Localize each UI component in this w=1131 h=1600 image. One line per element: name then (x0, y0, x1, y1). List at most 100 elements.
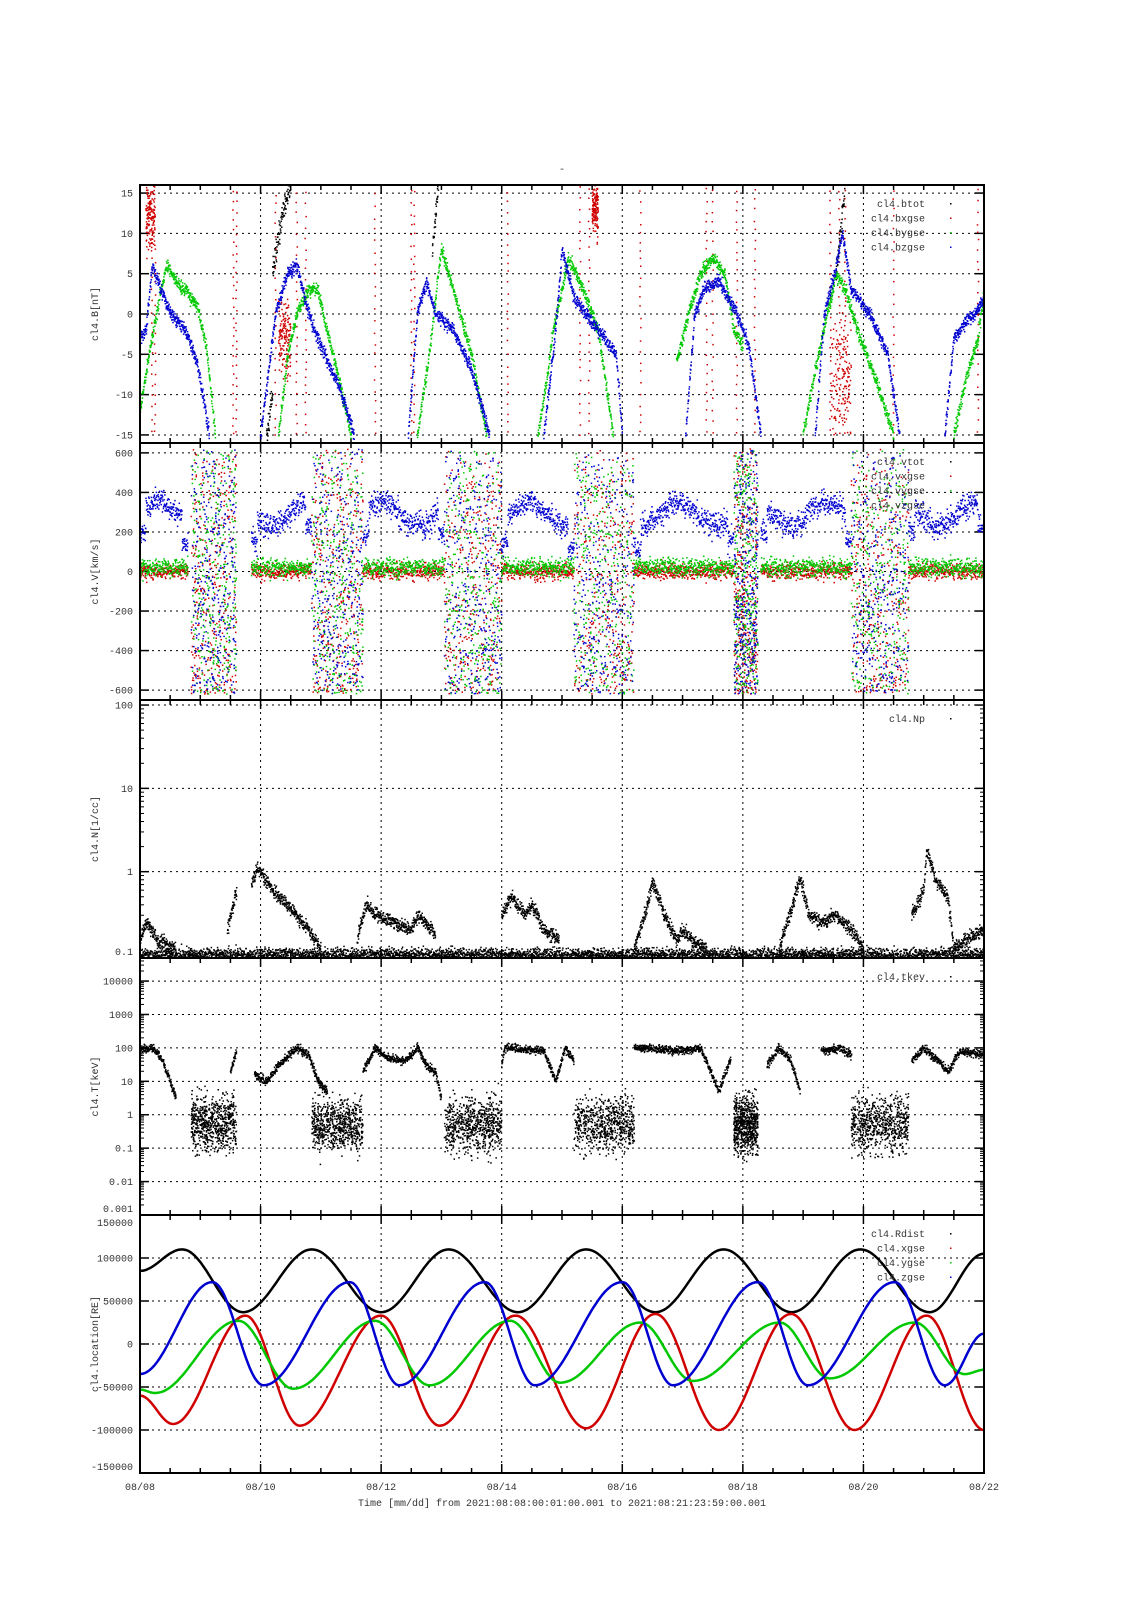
data-point-cl4-bzgse (322, 345, 325, 348)
data-point-cl4-bygse (608, 397, 610, 400)
data-point-cl4-bygse (607, 399, 609, 401)
data-point-cl4-bygse (441, 250, 443, 253)
data-point-cl4-bxgse (288, 323, 291, 326)
data-point-cl4-bygse (424, 374, 427, 377)
data-point-cl4-bxgse (597, 227, 599, 229)
data-point-cl4-bygse (463, 328, 466, 331)
data-point-cl4-bygse (299, 310, 302, 312)
data-point-cl4-bxgse (829, 212, 832, 214)
data-point-cl4-bzgse (150, 279, 153, 281)
data-point-cl4-bygse (829, 307, 832, 309)
data-point-cl4-bygse (551, 344, 553, 347)
data-point-cl4-bygse (165, 260, 168, 263)
data-point-cl4-bygse (314, 290, 317, 293)
data-point-cl4-bygse (195, 300, 197, 302)
data-point-cl4-bxgse (832, 328, 835, 331)
data-point-cl4-bzgse (142, 332, 145, 335)
data-point-cl4-bygse (581, 282, 584, 284)
data-point-cl4-bygse (814, 366, 817, 369)
data-point-cl4-bxgse (844, 315, 847, 317)
data-point-cl4-bxgse (844, 189, 847, 192)
data-point-cl4-bygse (148, 356, 150, 358)
data-point-cl4-bygse (447, 269, 449, 272)
data-point-cl4-bxgse (289, 361, 292, 364)
data-point-cl4-bxgse (287, 318, 289, 321)
data-point-cl4-bygse (740, 348, 742, 351)
data-point-cl4-btot (280, 231, 282, 234)
data-point-cl4-bxgse (735, 431, 738, 434)
data-point-cl4-bxgse (839, 384, 842, 386)
data-point-cl4-bygse (969, 363, 971, 365)
data-point-cl4-bygse (864, 344, 866, 347)
data-point-cl4-bygse (322, 311, 325, 314)
data-point-cl4-bygse (551, 337, 554, 339)
data-point-cl4-bzgse (198, 369, 200, 372)
data-point-cl4-bzgse (282, 287, 284, 289)
data-point-cl4-bxgse (588, 235, 591, 238)
data-point-cl4-bxgse (280, 349, 282, 351)
data-point-cl4-bygse (474, 365, 476, 368)
data-point-cl4-bzgse (290, 273, 293, 275)
data-point-cl4-bxgse (838, 350, 840, 352)
data-point-cl4-bygse (593, 324, 596, 326)
data-point-cl4-bzgse (301, 283, 303, 285)
data-point-cl4-bzgse (163, 292, 165, 294)
data-point-cl4-bygse (337, 373, 340, 375)
data-point-cl4-bygse (954, 431, 957, 433)
data-point-cl4-bzgse (338, 388, 341, 391)
data-point-cl4-bxgse (838, 232, 840, 234)
data-point-cl4-bzgse (268, 365, 270, 368)
data-point-cl4-bzgse (298, 276, 300, 279)
data-point-cl4-bxgse (414, 232, 416, 235)
data-point-cl4-bygse (318, 296, 320, 299)
data-point-cl4-bygse (456, 304, 459, 306)
data-point-cl4-bygse (176, 285, 179, 288)
data-point-cl4-bygse (465, 334, 468, 337)
data-point-cl4-bygse (824, 318, 827, 321)
data-point-cl4-bygse (152, 335, 155, 338)
data-point-cl4-bzgse (273, 323, 276, 326)
data-point-cl4-bzgse (269, 356, 272, 359)
data-point-cl4-bygse (539, 413, 542, 416)
data-point-cl4-bxgse (274, 211, 277, 214)
data-point-cl4-btot (271, 399, 274, 401)
data-point-cl4-bxgse (410, 189, 413, 192)
data-point-cl4-bygse (825, 317, 828, 319)
data-point-cl4-bxgse (846, 340, 848, 342)
data-point-cl4-bygse (318, 298, 320, 300)
data-point-cl4-bzgse (341, 396, 344, 399)
data-point-cl4-bygse (966, 372, 969, 374)
data-point-cl4-bygse (729, 302, 731, 304)
data-point-cl4-bxgse (839, 321, 841, 324)
data-point-cl4-bygse (606, 395, 609, 397)
data-point-cl4-bygse (862, 344, 865, 347)
data-point-cl4-bzgse (199, 380, 201, 383)
data-point-cl4-bxgse (274, 418, 277, 420)
data-point-cl4-bygse (967, 366, 970, 369)
data-point-cl4-bxgse (712, 230, 714, 233)
data-point-cl4-bygse (710, 262, 712, 265)
data-point-cl4-bygse (197, 309, 200, 311)
data-point-cl4-bzgse (310, 320, 312, 322)
data-point-cl4-bzgse (277, 301, 279, 304)
data-point-cl4-bygse (587, 297, 589, 299)
data-point-cl4-bxgse (413, 263, 415, 266)
data-point-cl4-bygse (812, 386, 814, 389)
data-point-cl4-bygse (305, 289, 308, 292)
data-point-cl4-bzgse (298, 274, 301, 277)
data-point-cl4-bxgse (283, 324, 286, 327)
data-point-cl4-bzgse (288, 274, 290, 277)
data-point-cl4-bxgse (893, 303, 895, 306)
data-point-cl4-bxgse (285, 367, 287, 369)
data-point-cl4-bzgse (312, 329, 315, 331)
data-point-cl4-bxgse (579, 297, 581, 300)
data-point-cl4-bxgse (374, 420, 377, 423)
data-point-cl4-bygse (575, 267, 577, 269)
data-point-cl4-bxgse (304, 401, 307, 404)
data-point-cl4-bzgse (317, 338, 319, 340)
data-point-cl4-bygse (611, 423, 613, 425)
data-point-cl4-bxgse (151, 238, 154, 240)
data-point-cl4-bzgse (327, 363, 329, 365)
data-point-cl4-bygse (281, 404, 284, 407)
data-point-cl4-bzgse (292, 270, 294, 273)
